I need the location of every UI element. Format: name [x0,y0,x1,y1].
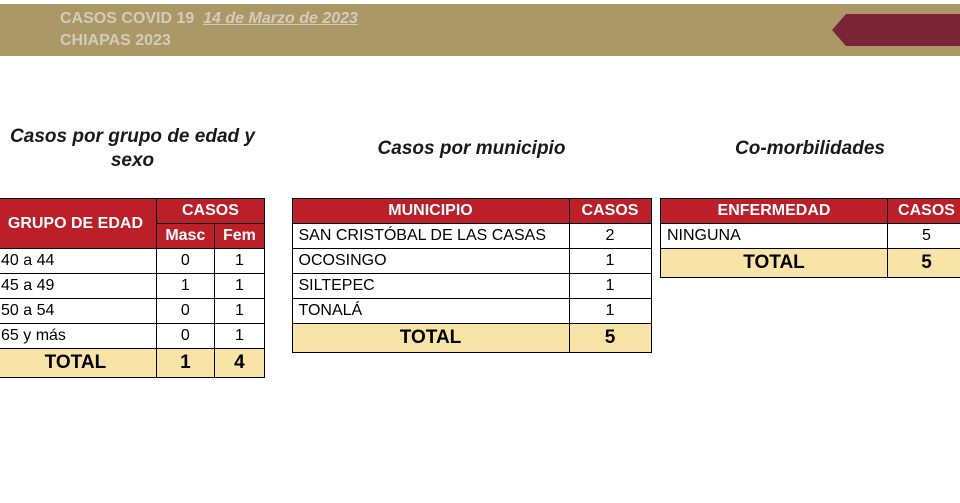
table-age-sex: GRUPO DE EDAD CASOS Masc Fem 40 a 44 0 1… [0,198,265,378]
cell-group: 65 y más [0,324,156,349]
cell-disease: NINGUNA [661,224,888,249]
cell-total-label: TOTAL [661,249,888,278]
table-row: TONALÁ 1 [292,299,651,324]
table-row: 50 a 54 0 1 [0,299,265,324]
col-cases: CASOS [156,199,264,224]
cell-total: 5 [888,249,960,278]
table-header-row: GRUPO DE EDAD CASOS [0,199,265,224]
table-total-row: TOTAL 5 [292,324,651,353]
cell-cases: 1 [569,299,651,324]
cell-cases: 2 [569,224,651,249]
cell-masc: 1 [156,274,214,299]
cell-fem: 1 [214,299,264,324]
header-date: 14 de Marzo de 2023 [203,10,358,27]
col-fem: Fem [214,224,264,249]
col-cases: CASOS [888,199,960,224]
panel-title-municipio: Casos por municipio [378,120,566,178]
table-header-row: MUNICIPIO CASOS [292,199,651,224]
panel-municipio: Casos por municipio MUNICIPIO CASOS SAN … [292,120,652,378]
content-area: Casos por grupo de edad y sexo GRUPO DE … [0,120,960,378]
header-line1-prefix: CASOS COVID 19 [60,10,194,27]
cell-group: 45 a 49 [0,274,156,299]
header-text: CASOS COVID 19 14 de Marzo de 2023 CHIAP… [60,8,358,51]
col-disease: ENFERMEDAD [661,199,888,224]
header-band: CASOS COVID 19 14 de Marzo de 2023 CHIAP… [0,4,960,56]
table-header-row: ENFERMEDAD CASOS [661,199,960,224]
cell-fem: 1 [214,324,264,349]
table-total-row: TOTAL 5 [661,249,960,278]
panel-comorb: Co-morbilidades ENFERMEDAD CASOS NINGUNA… [660,120,960,378]
table-row: NINGUNA 5 [661,224,960,249]
table-row: SILTEPEC 1 [292,274,651,299]
cell-group: 40 a 44 [0,249,156,274]
cell-cases: 5 [888,224,960,249]
cell-muni: SAN CRISTÓBAL DE LAS CASAS [292,224,569,249]
table-row: 45 a 49 1 1 [0,274,265,299]
cell-masc: 0 [156,249,214,274]
panel-age-sex: Casos por grupo de edad y sexo GRUPO DE … [0,120,265,378]
cell-masc: 0 [156,324,214,349]
col-municipio: MUNICIPIO [292,199,569,224]
cell-total-label: TOTAL [0,349,156,378]
col-cases: CASOS [569,199,651,224]
cell-total: 5 [569,324,651,353]
cell-muni: OCOSINGO [292,249,569,274]
cell-total-masc: 1 [156,349,214,378]
cell-cases: 1 [569,249,651,274]
table-row: 65 y más 0 1 [0,324,265,349]
cell-muni: TONALÁ [292,299,569,324]
header-line2: CHIAPAS 2023 [60,32,171,49]
panel-title-comorb: Co-morbilidades [735,120,885,178]
cell-group: 50 a 54 [0,299,156,324]
table-municipio: MUNICIPIO CASOS SAN CRISTÓBAL DE LAS CAS… [292,198,652,353]
cell-fem: 1 [214,274,264,299]
cell-fem: 1 [214,249,264,274]
table-total-row: TOTAL 1 4 [0,349,265,378]
cell-cases: 1 [569,274,651,299]
cell-masc: 0 [156,299,214,324]
cell-total-label: TOTAL [292,324,569,353]
col-group: GRUPO DE EDAD [0,199,156,249]
cell-total-fem: 4 [214,349,264,378]
table-comorb: ENFERMEDAD CASOS NINGUNA 5 TOTAL 5 [660,198,960,278]
panel-title-age-sex: Casos por grupo de edad y sexo [0,120,265,178]
table-row: 40 a 44 0 1 [0,249,265,274]
table-row: SAN CRISTÓBAL DE LAS CASAS 2 [292,224,651,249]
table-row: OCOSINGO 1 [292,249,651,274]
header-pennant [820,8,960,52]
col-masc: Masc [156,224,214,249]
cell-muni: SILTEPEC [292,274,569,299]
